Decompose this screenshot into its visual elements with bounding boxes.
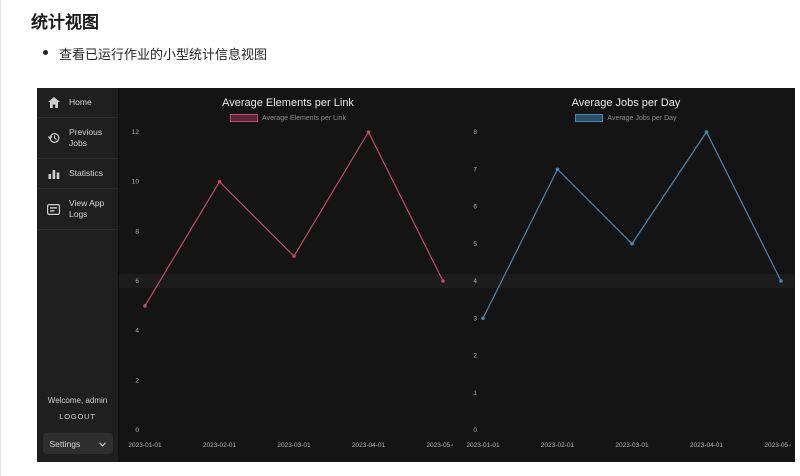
logout-button[interactable]: LOGOUT — [59, 412, 96, 421]
chart-legend[interactable]: Average Jobs per Day — [575, 114, 677, 122]
y-tick-label: 4 — [473, 278, 477, 285]
legend-label: Average Elements per Link — [262, 114, 346, 122]
y-tick-label: 0 — [473, 427, 477, 434]
x-tick-label: 2023-02-01 — [203, 442, 237, 449]
bullet-text: 查看已运行作业的小型统计信息视图 — [59, 47, 268, 62]
chevron-down-icon — [98, 439, 106, 449]
data-point — [143, 304, 147, 308]
data-point — [779, 279, 783, 283]
data-point — [366, 130, 371, 134]
legend-label: Average Jobs per Day — [607, 114, 677, 122]
x-tick-label: 2023-05-01 — [426, 442, 453, 449]
data-point — [441, 279, 445, 283]
sidebar: Home Previous Jobs Statistics — [37, 88, 119, 462]
data-point — [217, 179, 222, 184]
sidebar-item-label: Home — [69, 97, 92, 107]
line-chart: 0 1 2 3 4 5 6 7 8 2023-01-01 2023-02-01 2023-03-01 2… — [466, 129, 791, 449]
previous-jobs-icon — [47, 132, 60, 144]
y-tick-label: 1 — [473, 390, 477, 397]
sidebar-bottom: Welcome, admin LOGOUT Settings — [37, 396, 118, 462]
sidebar-item-previous-jobs[interactable]: Previous Jobs — [37, 118, 118, 159]
bullet-dot — [43, 50, 48, 55]
data-point — [292, 254, 296, 258]
bullet-item: 查看已运行作业的小型统计信息视图 — [43, 44, 267, 63]
chart-avg-jobs-per-day: Average Jobs per Day Average Jobs per Da… — [457, 88, 795, 462]
chart-title: Average Jobs per Day — [571, 97, 681, 109]
x-tick-label: 2023-03-01 — [615, 442, 649, 449]
x-tick-label: 2023-01-01 — [466, 442, 500, 449]
y-tick-label: 2 — [135, 377, 139, 384]
x-tick-label: 2023-01-01 — [128, 442, 162, 449]
data-point — [481, 316, 485, 321]
x-tick-label: 2023-04-01 — [690, 442, 724, 449]
x-tick-label: 2023-02-01 — [541, 442, 575, 449]
legend-swatch — [575, 114, 604, 122]
chart-avg-elements-per-link: Average Elements per Link Average Elemen… — [119, 88, 457, 462]
line-series — [482, 130, 782, 319]
welcome-text: Welcome, admin — [47, 396, 108, 405]
y-tick-label: 6 — [473, 204, 477, 211]
y-tick-label: 8 — [135, 228, 139, 235]
chart-title: Average Elements per Link — [222, 97, 354, 109]
sidebar-item-label: Previous Jobs — [69, 127, 103, 148]
data-point — [555, 167, 560, 172]
sidebar-item-label: View App Logs — [69, 198, 105, 219]
y-tick-label: 10 — [132, 179, 140, 186]
y-tick-label: 0 — [135, 427, 139, 434]
legend-swatch — [230, 114, 259, 122]
view-app-logs-icon — [47, 203, 60, 215]
line-series — [144, 130, 444, 307]
y-tick-label: 12 — [132, 129, 140, 136]
home-icon — [47, 97, 60, 108]
chart-legend[interactable]: Average Elements per Link — [230, 114, 346, 122]
sidebar-item-home[interactable]: Home — [37, 88, 118, 118]
statistics-icon — [47, 168, 60, 179]
settings-label: Settings — [49, 438, 81, 449]
line-chart: 0 2 4 6 8 10 12 2023-01-01 2023-02-01 2023-03-01 2… — [128, 129, 453, 449]
sidebar-item-statistics[interactable]: Statistics — [37, 159, 118, 189]
data-point — [704, 130, 709, 134]
app-screenshot: Home Previous Jobs Statistics — [37, 88, 795, 462]
charts-area: Average Elements per Link Average Elemen… — [119, 88, 795, 462]
y-tick-label: 6 — [135, 278, 139, 285]
sidebar-item-label: Statistics — [69, 168, 104, 178]
settings-dropdown[interactable]: Settings — [42, 433, 113, 454]
data-point — [630, 241, 634, 246]
y-tick-label: 8 — [473, 129, 477, 136]
x-tick-label: 2023-03-01 — [277, 442, 311, 449]
y-tick-label: 5 — [473, 241, 477, 248]
page-title: 统计视图 — [31, 13, 99, 32]
x-tick-label: 2023-05-01 — [764, 442, 791, 449]
y-tick-label: 3 — [473, 315, 477, 322]
y-tick-label: 4 — [135, 328, 139, 335]
y-tick-label: 7 — [473, 166, 477, 173]
x-tick-label: 2023-04-01 — [352, 442, 386, 449]
sidebar-item-view-app-logs[interactable]: View App Logs — [37, 189, 118, 230]
y-tick-label: 2 — [473, 353, 477, 360]
